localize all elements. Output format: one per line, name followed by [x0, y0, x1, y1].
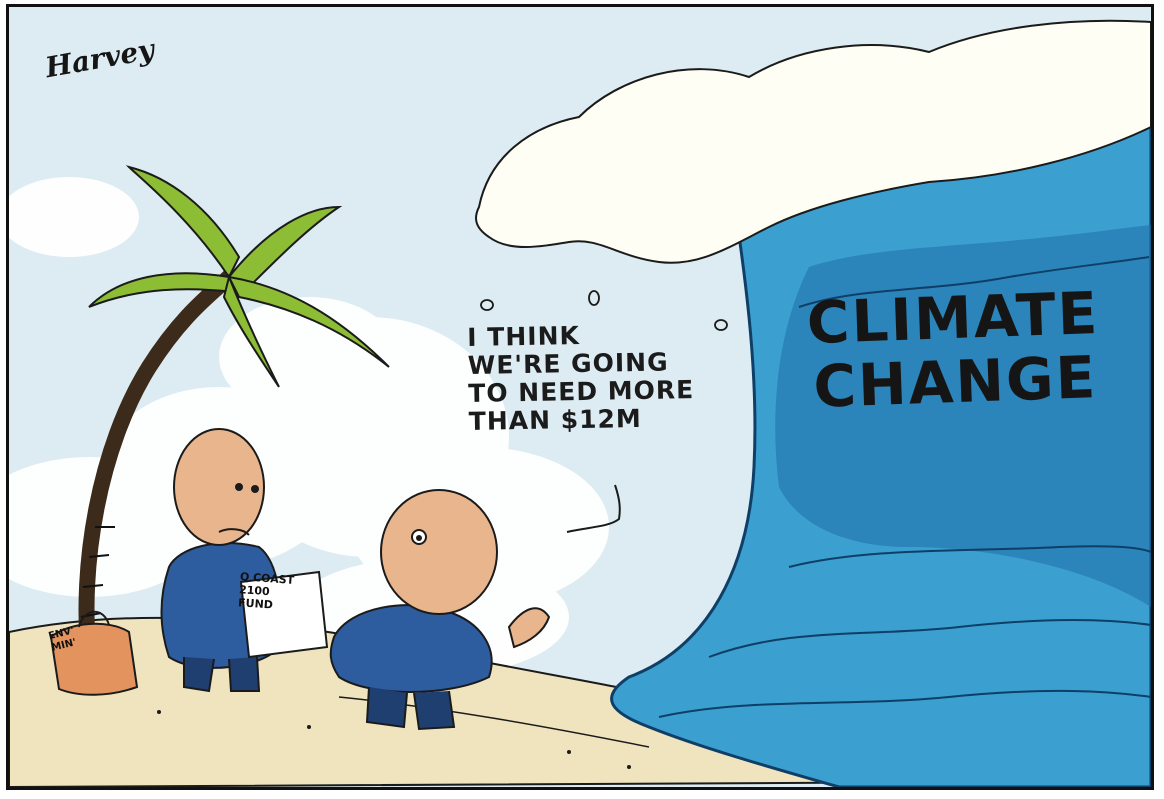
speech-bubble-text: I THINK WE'RE GOING TO NEED MORE THAN $1…	[467, 320, 695, 436]
document-text: Q COAST 2100 FUND	[238, 570, 295, 613]
beach-pebbles	[157, 710, 631, 769]
premier-hand	[507, 607, 551, 649]
env-min-bag-handle	[78, 610, 110, 628]
premier-body	[329, 604, 493, 693]
speech-line: TO NEED MORE	[467, 375, 695, 408]
speech-line: THAN $12M	[468, 403, 642, 436]
cartoon-scene	[9, 7, 1151, 787]
minister-legs	[183, 656, 261, 693]
wave-shading	[775, 225, 1151, 607]
premier-figure	[329, 489, 551, 731]
spray-drops	[480, 290, 728, 331]
env-min-bag	[49, 622, 139, 696]
premier-head	[380, 489, 498, 615]
wave-label: CLIMATE CHANGE	[806, 279, 1103, 421]
minister-head	[173, 428, 265, 546]
coast-fund-document	[239, 570, 329, 659]
premier-legs	[365, 686, 456, 731]
palm-leaves	[88, 165, 390, 388]
wave-label-line: CHANGE	[812, 343, 1099, 421]
minister-mouth	[218, 528, 250, 536]
wave-foam	[475, 19, 1151, 264]
cartoon-frame	[6, 4, 1154, 790]
palm-trunk	[78, 269, 237, 665]
speech-tail	[566, 484, 621, 533]
wave-strokes	[658, 256, 1151, 718]
palm-trunk-bands	[80, 526, 115, 618]
